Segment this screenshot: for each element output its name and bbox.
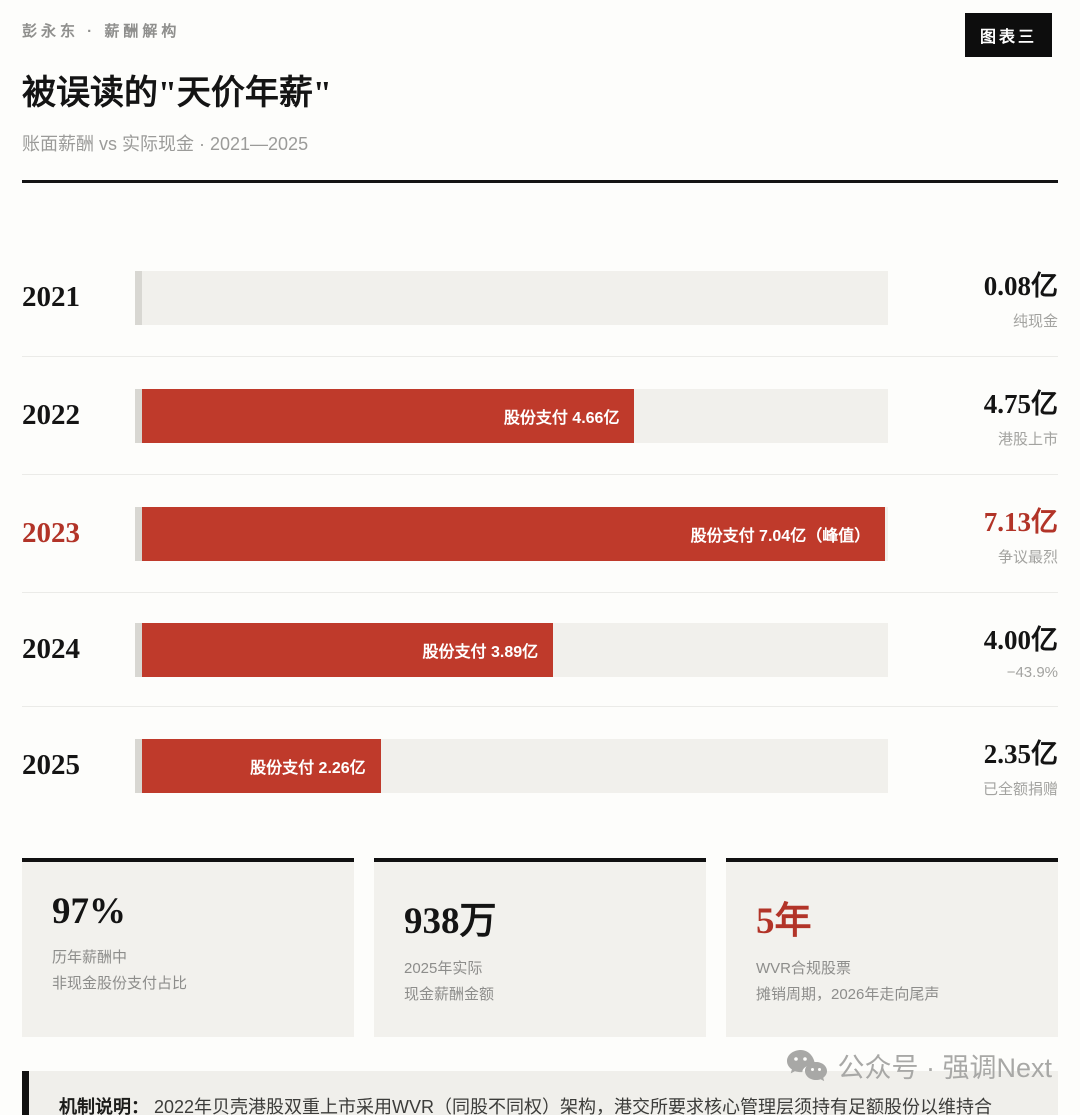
- year-label: 2024: [22, 633, 80, 665]
- stat-card-noncash-ratio: 97% 历年薪酬中 非现金股份支付占比: [22, 858, 354, 1037]
- cash-segment: [135, 506, 142, 561]
- total-value: 7.13亿: [983, 507, 1058, 537]
- note-label: 机制说明：: [59, 1097, 149, 1115]
- stat-card-cash-2025: 938万 2025年实际 现金薪酬金额: [374, 858, 706, 1037]
- chart-number-badge: 图表三: [964, 13, 1052, 57]
- bar-track: [135, 270, 888, 325]
- mechanism-note-text: 机制说明： 2022年贝壳港股双重上市采用WVR（同股不同权）架构，港交所要求核…: [59, 1097, 993, 1115]
- year-label: 2021: [22, 281, 80, 313]
- value-column: 7.13亿 争议最烈: [888, 500, 1058, 567]
- total-value: 0.08亿: [983, 271, 1058, 301]
- share-payment-bar: 股份支付 2.26亿: [142, 738, 381, 793]
- chart-row-2022: 2022 股份支付 4.66亿 4.75亿 港股上市: [22, 357, 1058, 475]
- stat-description: 历年薪酬中 非现金股份支付占比: [52, 949, 188, 992]
- value-note: 已全额捐赠: [982, 781, 1058, 798]
- cash-segment: [135, 738, 142, 793]
- cash-segment: [135, 270, 142, 325]
- header-divider: [22, 180, 1058, 183]
- chart-row-2024: 2024 股份支付 3.89亿 4.00亿 −43.9%: [22, 593, 1058, 707]
- wechat-icon: [787, 1049, 828, 1081]
- chart-row-2021: 2021 0.08亿 纯现金: [22, 239, 1058, 357]
- value-column: 4.75亿 港股上市: [888, 382, 1058, 449]
- total-value: 4.00亿: [983, 625, 1058, 655]
- stat-number: 938万: [404, 901, 497, 942]
- total-value: 2.35亿: [983, 739, 1058, 769]
- value-note: 港股上市: [997, 431, 1058, 448]
- value-note: 争议最烈: [997, 549, 1058, 566]
- share-payment-bar: 股份支付 4.66亿: [142, 388, 635, 443]
- watermark: 公众号 · 强调Next: [785, 1046, 1052, 1085]
- eyebrow-text: 彭永东 · 薪酬解构: [22, 23, 181, 40]
- value-column: 4.00亿 −43.9%: [888, 618, 1058, 681]
- stat-cards: 97% 历年薪酬中 非现金股份支付占比 938万 2025年实际 现金薪酬金额 …: [22, 858, 1058, 1037]
- value-column: 0.08亿 纯现金: [888, 264, 1058, 331]
- year-label: 2023: [22, 517, 80, 549]
- watermark-text: 公众号 · 强调Next: [837, 1053, 1052, 1083]
- share-payment-bar: 股份支付 3.89亿: [142, 622, 554, 677]
- bar-track: 股份支付 2.26亿: [135, 738, 888, 793]
- stat-description: 2025年实际 现金薪酬金额: [404, 960, 495, 1003]
- year-label: 2025: [22, 749, 80, 781]
- chart-row-2025: 2025 股份支付 2.26亿 2.35亿 已全额捐赠: [22, 707, 1058, 824]
- bar-track: 股份支付 3.89亿: [135, 622, 888, 677]
- total-value: 4.75亿: [983, 389, 1058, 419]
- bar-track: 股份支付 7.04亿（峰值）: [135, 506, 888, 561]
- page-subtitle: 账面薪酬 vs 实际现金 · 2021—2025: [22, 134, 309, 154]
- value-note: −43.9%: [1006, 664, 1058, 681]
- stat-description: WVR合规股票 摊销周期，2026年走向尾声: [756, 960, 940, 1003]
- mechanism-note-box: 机制说明： 2022年贝壳港股双重上市采用WVR（同股不同权）架构，港交所要求核…: [22, 1071, 1058, 1115]
- value-note: 纯现金: [1012, 313, 1058, 330]
- value-column: 2.35亿 已全额捐赠: [888, 732, 1058, 799]
- share-payment-bar: 股份支付 7.04亿（峰值）: [142, 506, 886, 561]
- cash-segment: [135, 622, 142, 677]
- page-title: 被误读的"天价年薪": [22, 75, 332, 112]
- stat-number: 5年: [756, 901, 812, 942]
- stat-card-amortization: 5年 WVR合规股票 摊销周期，2026年走向尾声: [726, 858, 1058, 1037]
- year-label: 2022: [22, 399, 80, 431]
- chart-row-2023: 2023 股份支付 7.04亿（峰值） 7.13亿 争议最烈: [22, 475, 1058, 593]
- bar-track: 股份支付 4.66亿: [135, 388, 888, 443]
- salary-bar-chart: 2021 0.08亿 纯现金 2022 股份支付 4.66亿 4.75亿 港股上…: [22, 239, 1058, 824]
- stat-number: 97%: [52, 891, 126, 932]
- cash-segment: [135, 388, 142, 443]
